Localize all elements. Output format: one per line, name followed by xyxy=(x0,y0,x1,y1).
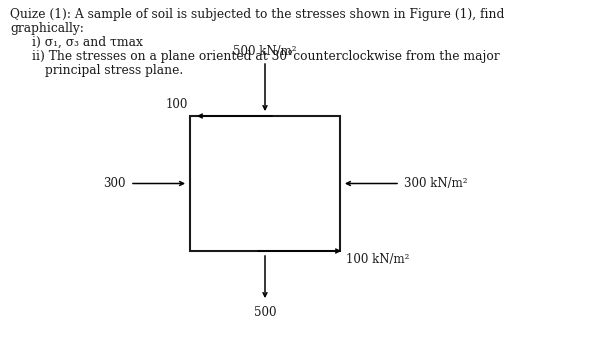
Text: 300: 300 xyxy=(103,177,126,190)
Text: 100: 100 xyxy=(165,98,188,111)
Text: i) σ₁, σ₃ and τmax: i) σ₁, σ₃ and τmax xyxy=(32,36,143,49)
Text: 500 kN/m²: 500 kN/m² xyxy=(233,45,297,58)
Text: principal stress plane.: principal stress plane. xyxy=(45,64,183,77)
Text: 300 kN/m²: 300 kN/m² xyxy=(404,177,467,190)
Text: Quize (1): A sample of soil is subjected to the stresses shown in Figure (1), fi: Quize (1): A sample of soil is subjected… xyxy=(10,8,504,21)
Text: 500: 500 xyxy=(254,306,276,319)
Text: graphically:: graphically: xyxy=(10,22,84,35)
Bar xyxy=(190,116,340,251)
Text: ii) The stresses on a plane oriented at 30°counterclockwise from the major: ii) The stresses on a plane oriented at … xyxy=(32,50,500,63)
Text: 100 kN/m²: 100 kN/m² xyxy=(346,253,410,266)
